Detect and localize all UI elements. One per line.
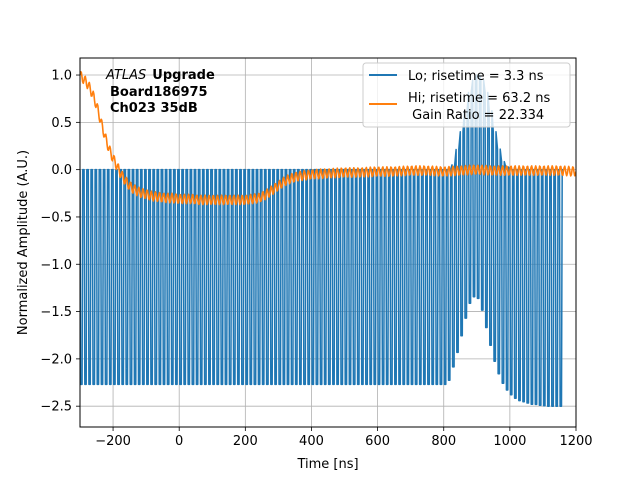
x-tick-label: −200: [95, 434, 131, 449]
series-line-hi: [80, 71, 576, 206]
legend-label-lo: Lo; risetime = 3.3 ns: [408, 69, 544, 84]
y-tick-label: −2.0: [40, 352, 72, 367]
series-layer: [80, 71, 576, 407]
x-tick-label: 200: [233, 434, 258, 449]
plot-frame: [79, 57, 577, 428]
y-axis-ticks: −2.5 −2.0 −1.5 −1.0 −0.5 0.0 0.5 1.0: [40, 69, 80, 415]
x-tick-label: 400: [299, 434, 324, 449]
y-tick-label: 0.0: [51, 163, 72, 178]
atlas-annotation: ATLAS Upgrade Board186975 Ch023 35dB: [105, 68, 215, 116]
annotation-upgrade: Upgrade: [152, 68, 215, 83]
x-axis-label: Time [ns]: [296, 457, 358, 472]
y-axis-label: Normalized Amplitude (A.U.): [16, 150, 31, 335]
annotation-board: Board186975: [110, 85, 208, 100]
annotation-line-1: ATLAS Upgrade: [105, 68, 215, 83]
y-tick-label: −2.5: [40, 400, 72, 415]
y-tick-label: −0.5: [40, 210, 72, 225]
y-tick-label: 1.0: [51, 69, 72, 84]
legend-box: [362, 62, 571, 128]
x-tick-label: 0: [175, 434, 183, 449]
annotation-atlas: ATLAS: [105, 68, 146, 83]
y-tick-label: 0.5: [51, 116, 72, 131]
series-line-lo: [80, 74, 564, 407]
x-tick-label: 1000: [493, 434, 526, 449]
x-axis-ticks: −200 0 200 400 600 800 1000 1200: [95, 427, 593, 449]
x-tick-label: 1200: [559, 434, 592, 449]
annotation-channel: Ch023 35dB: [110, 101, 198, 116]
legend-label-hi-line1: Hi; risetime = 63.2 ns: [408, 91, 550, 106]
y-tick-label: −1.5: [40, 305, 72, 320]
y-tick-label: −1.0: [40, 258, 72, 273]
x-tick-label: 600: [365, 434, 390, 449]
x-tick-label: 800: [431, 434, 456, 449]
legend: Lo; risetime = 3.3 ns Hi; risetime = 63.…: [362, 62, 571, 128]
legend-label-hi-line2: Gain Ratio = 22.334: [408, 108, 544, 123]
